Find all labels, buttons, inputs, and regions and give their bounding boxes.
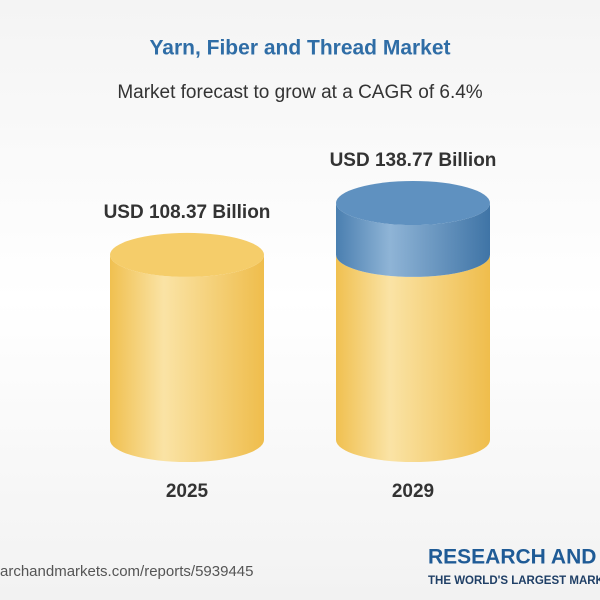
value-label: USD 108.37 Billion	[104, 202, 271, 223]
cylinder-body	[336, 203, 490, 277]
brand-name: RESEARCH AND	[428, 546, 596, 569]
x-tick-label: 2025	[166, 481, 209, 502]
value-label: USD 138.77 Billion	[330, 150, 497, 171]
cylinder-body	[336, 254, 490, 462]
cylinder-top	[336, 181, 490, 225]
source-url: archandmarkets.com/reports/5939445	[0, 563, 253, 580]
cylinder-body	[110, 254, 264, 462]
cylinder-top	[110, 232, 264, 277]
bar	[110, 232, 264, 462]
bar	[336, 181, 490, 462]
chart-subtitle: Market forecast to grow at a CAGR of 6.4…	[117, 82, 482, 103]
x-tick-label: 2029	[392, 481, 434, 502]
brand-tagline: THE WORLD'S LARGEST MARK	[428, 575, 600, 587]
chart-title: Yarn, Fiber and Thread Market	[149, 37, 450, 60]
